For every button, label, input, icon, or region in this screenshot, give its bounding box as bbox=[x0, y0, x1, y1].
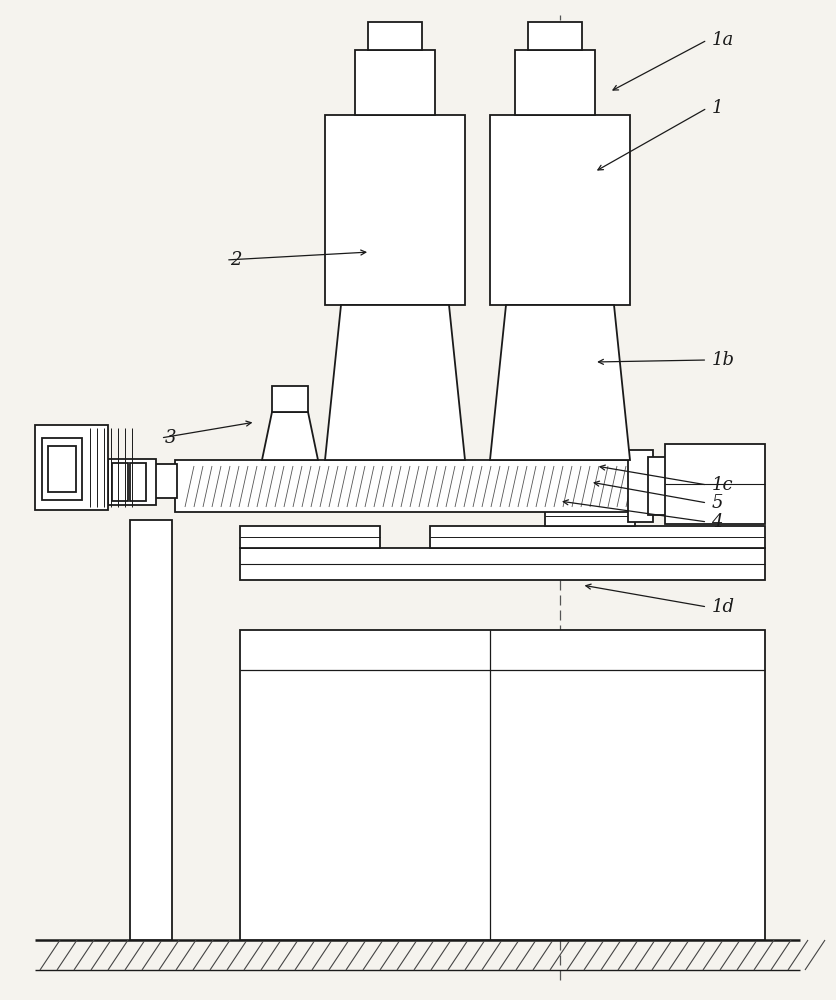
Polygon shape bbox=[324, 305, 465, 460]
Bar bbox=[240, 630, 764, 940]
Bar bbox=[324, 115, 465, 305]
Bar bbox=[155, 464, 176, 498]
Text: 3: 3 bbox=[165, 429, 176, 447]
Text: 4: 4 bbox=[711, 513, 722, 531]
Bar bbox=[430, 526, 764, 548]
Bar bbox=[544, 506, 635, 526]
Text: 1c: 1c bbox=[711, 476, 732, 494]
Bar bbox=[130, 463, 145, 501]
Text: 1: 1 bbox=[711, 99, 722, 117]
Polygon shape bbox=[262, 412, 318, 460]
Bar bbox=[272, 386, 308, 412]
Bar bbox=[489, 115, 630, 305]
Text: 1b: 1b bbox=[711, 351, 733, 369]
Bar bbox=[240, 526, 380, 548]
Bar bbox=[514, 50, 594, 115]
Bar bbox=[108, 459, 155, 505]
Text: 5: 5 bbox=[711, 494, 722, 512]
Bar bbox=[627, 450, 652, 522]
Text: 1d: 1d bbox=[711, 598, 733, 616]
Bar bbox=[48, 446, 76, 492]
Bar bbox=[354, 50, 435, 115]
Bar bbox=[647, 457, 669, 515]
Polygon shape bbox=[35, 425, 108, 510]
Bar bbox=[42, 438, 82, 500]
Polygon shape bbox=[489, 305, 630, 460]
Bar bbox=[175, 460, 630, 512]
Text: 2: 2 bbox=[230, 251, 242, 269]
Text: 1a: 1a bbox=[711, 31, 732, 49]
Bar bbox=[112, 463, 128, 501]
Bar bbox=[368, 22, 421, 50]
Bar bbox=[665, 444, 764, 524]
Bar bbox=[528, 22, 581, 50]
Bar bbox=[240, 548, 764, 580]
Bar bbox=[130, 520, 171, 940]
